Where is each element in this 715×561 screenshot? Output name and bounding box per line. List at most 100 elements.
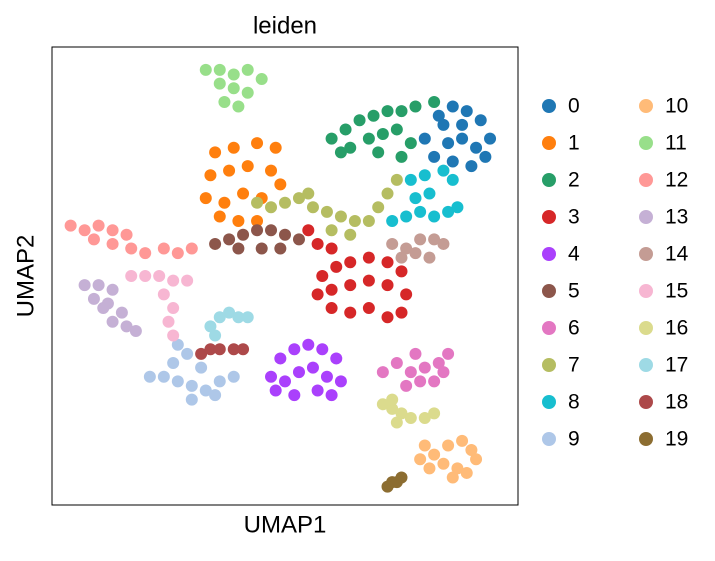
point — [362, 132, 375, 145]
legend-label: 13 — [665, 206, 688, 229]
point — [376, 366, 389, 379]
point — [376, 128, 389, 141]
point — [237, 228, 250, 241]
point — [390, 357, 403, 370]
point — [139, 270, 152, 282]
point — [153, 270, 166, 282]
point — [292, 366, 305, 379]
point — [157, 370, 170, 383]
point — [288, 389, 301, 402]
point — [241, 86, 254, 99]
point — [292, 233, 305, 246]
point — [292, 192, 305, 205]
point — [451, 462, 464, 475]
legend-marker — [639, 210, 653, 224]
point — [334, 375, 347, 388]
point — [423, 251, 436, 264]
point — [344, 228, 357, 241]
point — [348, 215, 361, 228]
point — [381, 480, 394, 493]
point — [265, 224, 278, 237]
point — [199, 63, 212, 76]
point — [362, 274, 375, 287]
point — [344, 141, 357, 154]
legend-marker — [542, 99, 556, 113]
point — [171, 375, 184, 388]
point — [237, 343, 250, 356]
point — [428, 407, 441, 420]
point — [372, 201, 385, 214]
point — [143, 370, 156, 383]
point — [418, 361, 431, 374]
legend-label: 9 — [568, 428, 580, 451]
point — [446, 155, 459, 168]
point — [195, 347, 208, 360]
point — [395, 105, 408, 118]
point — [465, 160, 478, 173]
point — [418, 169, 431, 182]
point — [120, 228, 133, 241]
point — [157, 288, 170, 301]
point — [334, 210, 347, 223]
point — [474, 114, 487, 127]
point — [390, 173, 403, 186]
point — [325, 242, 338, 255]
point — [316, 343, 329, 356]
point — [223, 233, 236, 246]
point — [218, 95, 231, 108]
point — [325, 302, 338, 315]
point — [418, 132, 431, 145]
point — [306, 201, 319, 214]
point — [139, 247, 152, 260]
points — [64, 63, 497, 493]
point — [274, 178, 287, 191]
point — [227, 68, 240, 81]
point — [465, 444, 478, 457]
point — [167, 329, 180, 342]
point — [251, 196, 264, 209]
legend-marker — [542, 395, 556, 409]
point — [470, 453, 483, 466]
point — [484, 132, 497, 145]
legend-marker — [542, 173, 556, 187]
point — [344, 279, 357, 292]
point — [279, 375, 291, 388]
point — [265, 164, 278, 177]
point — [395, 407, 408, 420]
point — [446, 100, 459, 113]
legend-label: 8 — [568, 391, 580, 414]
point — [204, 320, 217, 333]
legend-label: 5 — [568, 280, 580, 303]
point — [265, 201, 278, 214]
point — [125, 270, 138, 282]
point — [428, 95, 441, 108]
point — [362, 251, 375, 264]
legend-label: 2 — [568, 169, 580, 192]
point — [423, 462, 436, 475]
point — [195, 361, 208, 374]
point — [311, 237, 324, 250]
point — [330, 352, 343, 365]
legend-label: 14 — [665, 243, 689, 266]
point — [437, 237, 450, 250]
point — [386, 402, 399, 415]
point — [460, 466, 473, 479]
point — [255, 73, 268, 86]
point — [423, 187, 436, 200]
point — [437, 457, 450, 470]
point — [92, 279, 105, 292]
point — [381, 311, 394, 324]
point — [470, 141, 483, 154]
point — [311, 384, 324, 397]
point — [274, 242, 287, 255]
point — [213, 375, 226, 388]
point — [87, 292, 100, 305]
point — [209, 146, 222, 159]
point — [400, 288, 413, 301]
legend-marker — [639, 247, 653, 261]
legend-marker — [639, 136, 653, 150]
point — [386, 237, 399, 250]
point — [181, 347, 194, 360]
